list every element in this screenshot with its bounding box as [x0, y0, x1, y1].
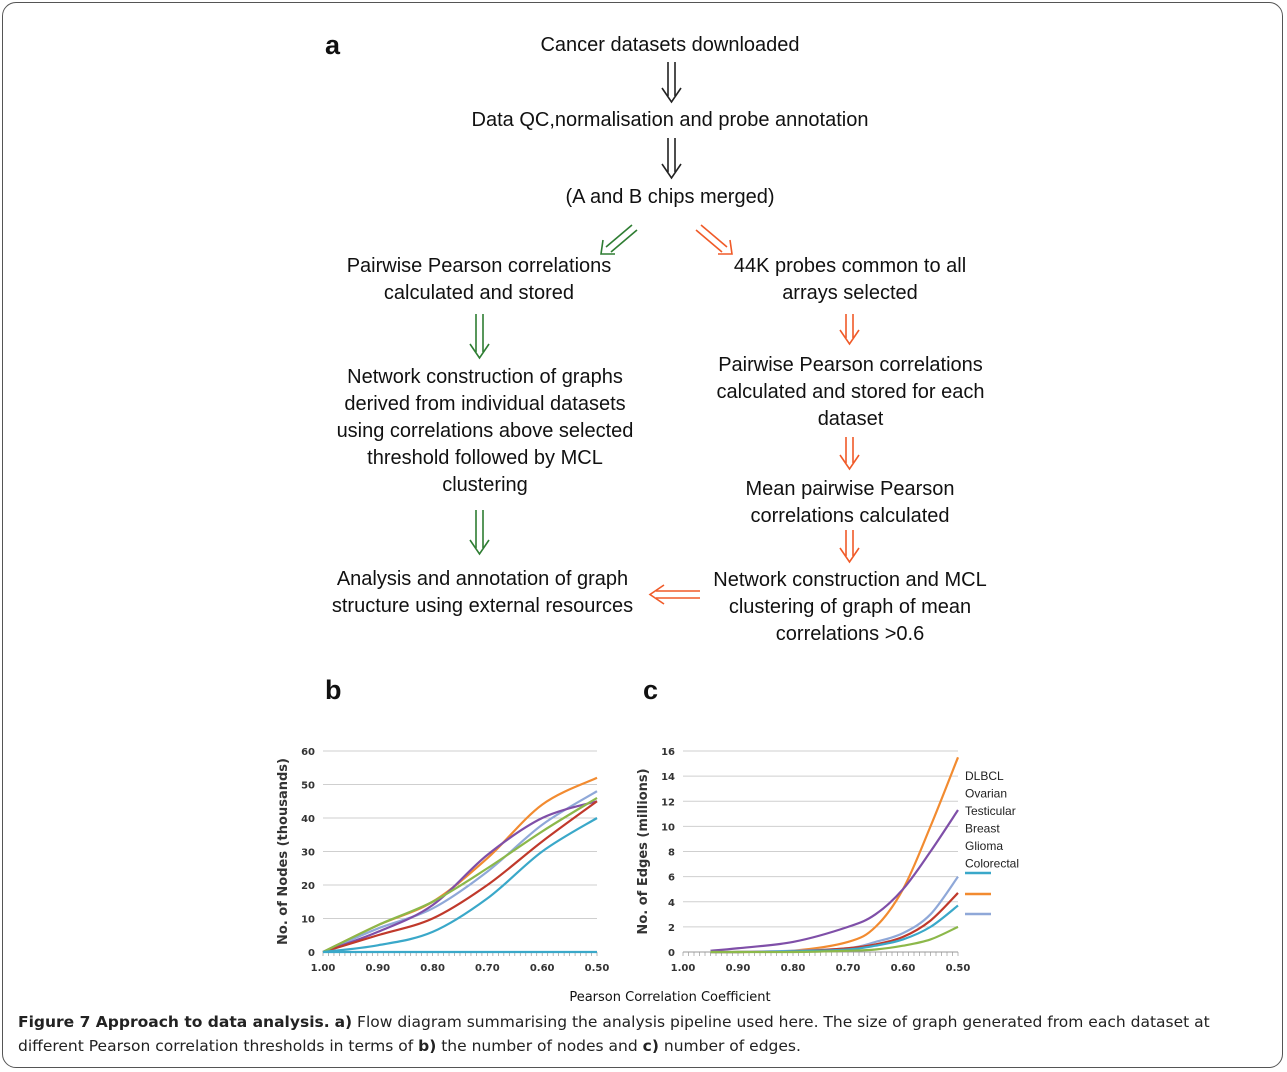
caption-b-text: the number of nodes and	[436, 1037, 643, 1055]
caption-b-label: b)	[418, 1037, 437, 1055]
x-tick-label: 0.60	[530, 963, 555, 974]
panel-label-c: c	[643, 675, 659, 705]
x-tick-label: 1.00	[671, 963, 696, 974]
x-tick-label: 0.90	[726, 963, 751, 974]
arrow-black-2	[661, 138, 682, 180]
caption-c-label: c)	[642, 1037, 659, 1055]
caption-a-label: a)	[334, 1013, 353, 1031]
arrow-orange-3	[839, 530, 860, 564]
arrow-green-2	[469, 510, 490, 556]
arrow-orange-diag	[695, 224, 733, 255]
y-tick-label: 10	[301, 915, 315, 926]
series-line	[710, 925, 959, 954]
x-tick-label: 0.60	[891, 963, 916, 974]
y-axis-label: No. of Edges (millions)	[636, 768, 651, 934]
y-tick-label: 50	[301, 781, 315, 792]
node-right-pairwise: Pairwise Pearson correlations calculated…	[716, 354, 985, 430]
x-tick-label: 0.90	[365, 963, 390, 974]
y-tick-label: 4	[668, 898, 675, 909]
y-tick-label: 40	[301, 814, 315, 825]
y-tick-label: 14	[661, 772, 675, 783]
x-tick-label: 1.00	[311, 963, 336, 974]
y-axis-label: No. of Nodes (thousands)	[276, 758, 291, 945]
series-line	[322, 796, 598, 953]
legend-entry: Testicular	[965, 804, 1016, 818]
y-tick-label: 0	[308, 948, 315, 959]
x-tick-label: 0.50	[946, 963, 971, 974]
x-tick-label: 0.80	[781, 963, 806, 974]
y-tick-label: 6	[668, 873, 675, 884]
series-line	[710, 875, 959, 954]
series-line	[322, 800, 598, 954]
x-tick-label: 0.80	[420, 963, 445, 974]
series-line	[322, 800, 598, 954]
legend-entry: Glioma	[965, 839, 1003, 853]
arrow-orange-2	[839, 437, 860, 471]
node-left-network: Network construction of graphs derived f…	[336, 366, 634, 496]
x-tick-label: 0.50	[585, 963, 610, 974]
y-tick-label: 16	[661, 747, 675, 758]
node-right-mean: Mean pairwise Pearson correlations calcu…	[745, 478, 955, 527]
y-tick-label: 10	[661, 822, 675, 833]
y-tick-label: 2	[668, 923, 675, 934]
node-right-probes: 44K probes common to all arrays selected	[733, 255, 967, 304]
node-left-analysis: Analysis and annotation of graph structu…	[331, 568, 634, 617]
node-left-pairwise: Pairwise Pearson correlations calculated…	[346, 255, 612, 304]
arrow-green-1	[469, 314, 490, 360]
arrow-black-1	[661, 62, 682, 104]
arrow-green-diag	[600, 224, 638, 255]
y-tick-label: 12	[661, 797, 675, 808]
y-tick-label: 30	[301, 848, 315, 859]
legend-entry: Ovarian	[965, 787, 1007, 801]
panel-label-b: b	[325, 675, 342, 705]
legend-entry: Breast	[965, 822, 1000, 836]
figure-caption: Figure 7 Approach to data analysis. a) F…	[18, 1010, 1268, 1058]
caption-c-text: number of edges.	[658, 1037, 801, 1055]
arrow-orange-left	[648, 584, 700, 605]
caption-a-text: Flow diagram summarising the analysis pi…	[18, 1013, 1210, 1055]
series-line	[322, 817, 598, 954]
node-qc: Data QC,normalisation and probe annotati…	[471, 109, 869, 131]
y-tick-label: 20	[301, 881, 315, 892]
y-tick-label: 0	[668, 948, 675, 959]
x-tick-label: 0.70	[836, 963, 861, 974]
node-downloaded: Cancer datasets downloaded	[540, 34, 800, 56]
legend-entry: Colorectal	[965, 857, 1019, 871]
shared-x-axis-label: Pearson Correlation Coefficient	[569, 990, 771, 1005]
y-tick-label: 8	[668, 848, 675, 859]
flow-arrows	[469, 62, 860, 605]
arrow-orange-1	[839, 314, 860, 346]
node-right-network: Network construction and MCL clustering …	[713, 569, 987, 645]
y-tick-label: 60	[301, 747, 315, 758]
node-merged: (A and B chips merged)	[565, 186, 775, 208]
panel-label-a: a	[325, 30, 341, 60]
series-line	[322, 790, 598, 954]
series-line	[710, 809, 959, 952]
legend-entry: DLBCL	[965, 769, 1004, 783]
x-tick-label: 0.70	[475, 963, 500, 974]
caption-fig-label: Figure 7 Approach to data analysis.	[18, 1013, 330, 1031]
